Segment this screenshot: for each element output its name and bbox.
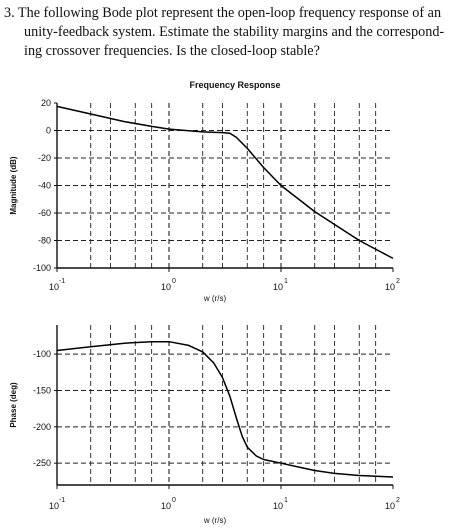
y-tick-label: 20 — [41, 98, 51, 108]
x-tick-label-base: 10 — [273, 282, 283, 292]
x-tick-label-exponent: 1 — [284, 278, 288, 285]
y-axis-label: Phase (deg) — [9, 382, 18, 428]
y-tick-label: -100 — [33, 263, 51, 273]
x-tick-label-exponent: 1 — [284, 497, 288, 504]
x-axis-label: w (r/s) — [203, 294, 227, 303]
y-axis-label: Magnitude (dB) — [9, 156, 18, 215]
x-tick-label-base: 10 — [161, 282, 171, 292]
x-tick-label-exponent: -1 — [59, 497, 65, 504]
y-tick-label: -40 — [38, 181, 51, 191]
y-tick-label: -150 — [33, 385, 51, 395]
x-tick-label-base: 10 — [49, 282, 59, 292]
y-tick-label: -100 — [33, 349, 51, 359]
y-tick-label: -80 — [38, 236, 51, 246]
x-tick-label-exponent: 0 — [172, 497, 176, 504]
question-line-1: 3. The following Bode plot represent the… — [4, 5, 442, 21]
question-text: 3. The following Bode plot represent the… — [4, 4, 462, 61]
question-line-3: ing crossover frequencies. Is the closed… — [24, 43, 320, 59]
x-tick-label-exponent: 2 — [396, 278, 400, 285]
series-line — [56, 340, 394, 478]
y-tick-label: -250 — [33, 458, 51, 468]
x-tick-label-base: 10 — [49, 501, 59, 511]
series-line — [56, 105, 394, 260]
y-tick-label: -20 — [38, 153, 51, 163]
x-tick-label-base: 10 — [273, 501, 283, 511]
x-tick-label-exponent: 2 — [396, 497, 400, 504]
y-tick-label: 0 — [46, 126, 51, 136]
y-tick-label: -200 — [33, 422, 51, 432]
question-line-2: unity-feedback system. Estimate the stab… — [24, 24, 445, 40]
x-tick-label-exponent: 0 — [172, 278, 176, 285]
x-tick-label-base: 10 — [385, 282, 395, 292]
x-tick-label-base: 10 — [161, 501, 171, 511]
x-tick-label-exponent: -1 — [59, 278, 65, 285]
x-tick-label-base: 10 — [385, 501, 395, 511]
x-axis-label: w (r/s) — [203, 516, 227, 525]
chart-title: Frequency Response — [189, 80, 280, 90]
y-tick-label: -60 — [38, 208, 51, 218]
